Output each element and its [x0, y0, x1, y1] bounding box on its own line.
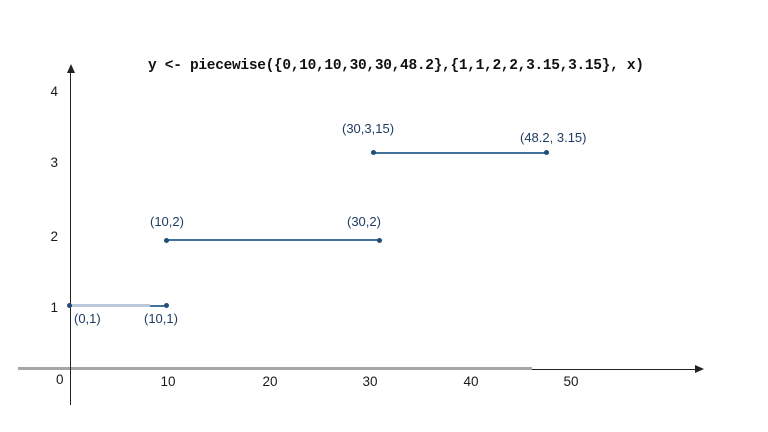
point-marker-0-1 [66, 303, 72, 309]
x-tick-label-40: 40 [463, 374, 479, 389]
y-tick-label-1: 1 [50, 300, 58, 315]
point-marker-10-2 [163, 237, 169, 243]
y-axis-line [69, 72, 72, 405]
segment-2-line [166, 239, 379, 241]
segment-3-line [373, 152, 547, 154]
x-tick-label-50: 50 [563, 374, 579, 389]
x-tick-label-30: 30 [362, 374, 378, 389]
point-label-30-2: (30,2) [347, 214, 381, 229]
y-tick-label-3: 3 [50, 155, 58, 170]
point-label-30-315: (30,3,15) [342, 121, 395, 136]
origin-label: 0 [56, 372, 64, 387]
point-label-10-1: (10,1) [144, 311, 178, 326]
y-axis-arrow-icon [66, 64, 75, 73]
segment-1-highlight [72, 304, 150, 308]
point-label-0-1: (0,1) [74, 311, 101, 326]
x-axis-grey-line [18, 367, 532, 370]
point-marker-30-2 [376, 237, 382, 243]
point-marker-482-315 [544, 150, 549, 156]
point-marker-30-315 [371, 150, 376, 156]
y-tick-label-2: 2 [50, 229, 58, 244]
point-label-10-2: (10,2) [150, 214, 184, 229]
point-label-482-315: (48.2, 3.15) [520, 130, 587, 145]
y-tick-label-4: 4 [50, 84, 58, 99]
x-axis-arrow-icon [695, 365, 704, 374]
plot-title: y <- piecewise({0,10,10,30,30,48.2},{1,1… [148, 58, 644, 74]
x-tick-label-20: 20 [262, 374, 278, 389]
x-tick-label-10: 10 [160, 374, 176, 389]
point-marker-10-1 [164, 303, 170, 309]
